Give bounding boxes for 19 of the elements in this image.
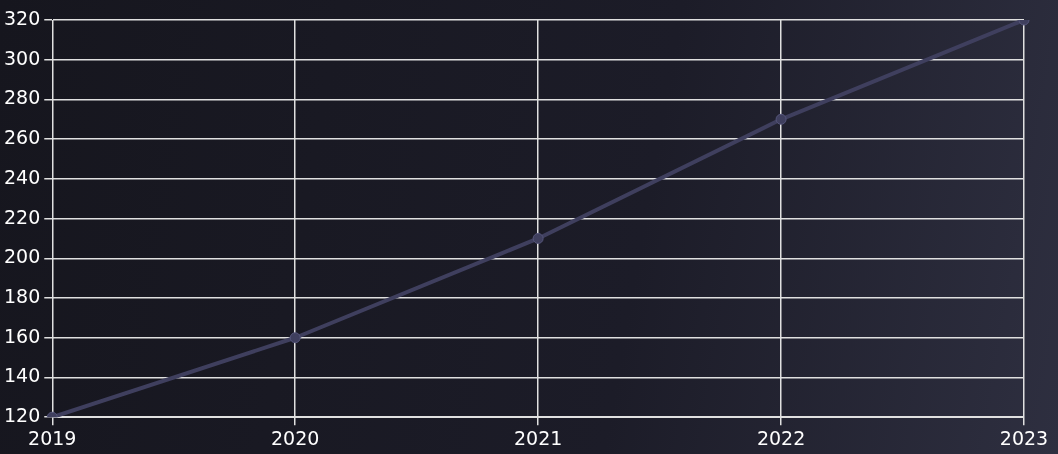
y-tick-label: 220 xyxy=(4,205,41,228)
y-tick-label: 140 xyxy=(4,364,41,387)
point xyxy=(532,232,544,244)
y-tick-label: 280 xyxy=(4,86,41,109)
x-tick-label: 2021 xyxy=(513,426,563,449)
y-tick-label: 300 xyxy=(4,46,41,69)
y-tick-label: 260 xyxy=(4,126,41,149)
point xyxy=(289,332,301,344)
x-tick-label: 2019 xyxy=(28,426,77,449)
y-tick-label: 240 xyxy=(4,165,41,188)
x-tick-label: 2022 xyxy=(756,426,806,449)
point xyxy=(775,113,787,125)
y-tick-label: 200 xyxy=(4,245,41,268)
y-tick-label: 180 xyxy=(4,284,41,307)
y-tick-label: 320 xyxy=(4,6,41,29)
x-tick-label: 2020 xyxy=(271,426,320,449)
y-tick-label: 160 xyxy=(4,324,41,347)
y-tick-label: 120 xyxy=(4,404,41,427)
x-tick-label: 2023 xyxy=(999,426,1049,449)
